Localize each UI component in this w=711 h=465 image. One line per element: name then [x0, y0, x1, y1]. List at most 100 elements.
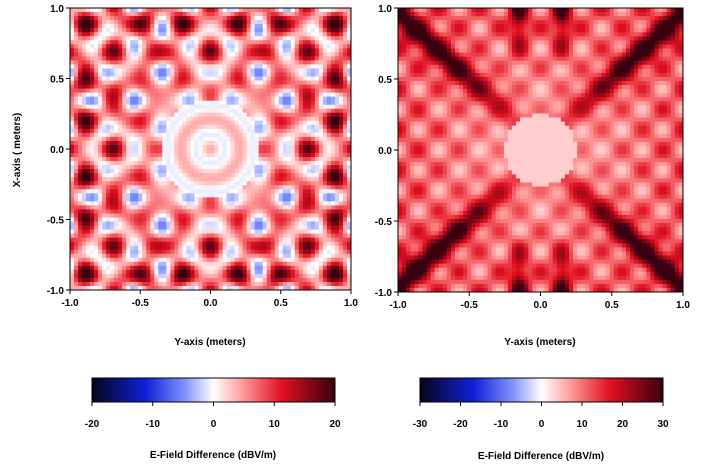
heatmap-cell [86, 56, 91, 61]
heatmap-cell [194, 157, 200, 162]
heatmap-cell [182, 261, 188, 267]
heatmap-cell [274, 193, 280, 198]
heatmap-cell [258, 229, 264, 235]
heatmap-cell [182, 112, 188, 118]
heatmap-cell [170, 205, 175, 211]
heatmap-cell [298, 80, 304, 86]
heatmap-cell [138, 229, 143, 235]
heatmap-cell [306, 104, 312, 110]
heatmap-cell [114, 165, 119, 170]
heatmap-cell [134, 52, 139, 57]
heatmap-cell [146, 245, 151, 251]
heatmap-cell [102, 269, 107, 275]
heatmap-cell [270, 149, 276, 154]
heatmap-cell [290, 60, 296, 65]
heatmap-cell [198, 84, 204, 90]
heatmap-cell [118, 205, 123, 211]
heatmap-cell [182, 253, 188, 259]
heatmap-cell [182, 269, 188, 275]
heatmap-cell [126, 20, 131, 25]
heatmap-cell [182, 177, 188, 182]
heatmap-cell [142, 269, 147, 275]
heatmap-cell [166, 108, 171, 114]
heatmap-cell [182, 32, 188, 37]
heatmap-cell [198, 8, 204, 13]
heatmap-cell [266, 285, 272, 290]
heatmap-cell [326, 64, 332, 70]
heatmap-cell [310, 104, 316, 110]
heatmap-cell [298, 161, 304, 166]
heatmap-cell [302, 177, 308, 182]
heatmap-cell [146, 56, 151, 61]
heatmap-cell [90, 100, 95, 106]
heatmap-cell [94, 165, 99, 170]
heatmap-cell [182, 84, 188, 90]
heatmap-cell [262, 108, 268, 114]
heatmap-cell [182, 52, 188, 57]
heatmap-cell [222, 209, 228, 215]
heatmap-cell [142, 253, 147, 259]
heatmap-cell [230, 249, 236, 255]
heatmap-cell [154, 88, 159, 94]
heatmap-cell [398, 89, 403, 94]
heatmap-cell [294, 68, 300, 74]
heatmap-cell [250, 225, 256, 231]
heatmap-cell [254, 269, 260, 275]
heatmap-cell [234, 128, 240, 134]
heatmap-cell [146, 265, 151, 271]
heatmap-cell [286, 205, 292, 211]
heatmap-cell [326, 261, 332, 267]
heatmap-cell [138, 64, 143, 70]
heatmap-cell [90, 233, 95, 239]
heatmap-cell [298, 165, 304, 170]
heatmap-cell [98, 80, 103, 86]
heatmap-cell [150, 285, 155, 290]
heatmap-cell [338, 136, 344, 142]
heatmap-cell [134, 225, 139, 231]
heatmap-cell [130, 189, 135, 194]
heatmap-cell [70, 253, 75, 259]
heatmap-cell [306, 36, 312, 41]
heatmap-cell [242, 68, 248, 74]
heatmap-cell [154, 157, 159, 162]
heatmap-cell [214, 221, 220, 227]
heatmap-cell [206, 48, 212, 53]
heatmap-cell [86, 20, 91, 25]
heatmap-cell [258, 80, 264, 86]
heatmap-cell [130, 104, 135, 110]
heatmap-cell [122, 56, 127, 61]
heatmap-cell [190, 253, 196, 259]
heatmap-cell [306, 165, 312, 170]
heatmap-cell [254, 8, 260, 13]
heatmap-cell [246, 24, 252, 29]
heatmap-cell [346, 165, 351, 170]
heatmap-cell [118, 201, 123, 206]
heatmap-cell [294, 277, 300, 283]
heatmap-cell [310, 157, 316, 162]
heatmap-cell [346, 108, 351, 114]
heatmap-cell [190, 48, 196, 53]
heatmap-cell [78, 173, 83, 178]
heatmap-cell [74, 80, 79, 86]
heatmap-cell [206, 108, 212, 114]
heatmap-cell [78, 72, 83, 78]
heatmap-cell [206, 205, 212, 211]
heatmap-cell [310, 285, 316, 290]
heatmap-cell [134, 92, 139, 98]
heatmap-cell [86, 84, 91, 90]
heatmap-cell [290, 128, 296, 134]
heatmap-cell [218, 261, 224, 267]
heatmap-cell [242, 265, 248, 271]
heatmap-cell [174, 217, 179, 223]
heatmap-cell [318, 56, 324, 61]
heatmap-cell [278, 124, 284, 130]
heatmap-cell [190, 72, 196, 78]
heatmap-cell [70, 229, 75, 235]
heatmap-cell [266, 201, 272, 206]
heatmap-cell [154, 12, 159, 17]
heatmap-cell [106, 116, 111, 122]
heatmap-cell [162, 165, 167, 170]
heatmap-cell [122, 269, 127, 275]
heatmap-cell [214, 40, 220, 45]
heatmap-cell [262, 40, 268, 45]
